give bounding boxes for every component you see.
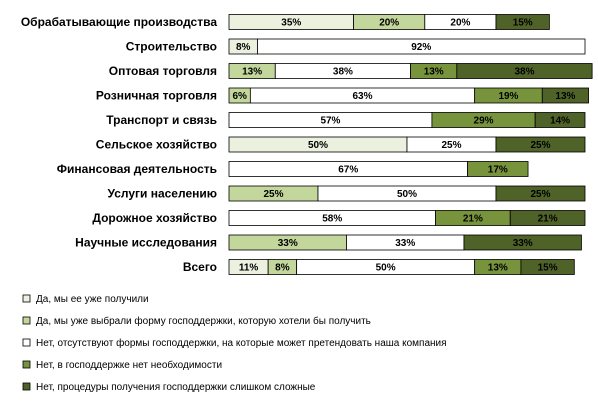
data-label: 8%	[275, 263, 290, 274]
bar-segment	[463, 234, 582, 251]
bars: 35% 20% 20% 15% 8% 92% 13% 38% 13% 38% 6% 63% 19% 13%…	[228, 14, 593, 275]
legend-label: Нет, процедуры получения господдержки сл…	[36, 382, 316, 393]
legend-label: Нет, в господдержке нет необходимости	[36, 359, 222, 371]
category-label: Научные исследования	[75, 236, 217, 250]
data-label: 25%	[530, 140, 550, 151]
bar-segment	[520, 259, 575, 275]
data-label: 50%	[376, 263, 396, 274]
bar-segment	[495, 136, 586, 153]
data-label: 57%	[320, 116, 340, 127]
legend-swatch	[22, 294, 31, 303]
category-label: Транспорт и связь	[106, 113, 217, 127]
category-label: Услуги населению	[107, 187, 217, 201]
bar-segment	[534, 112, 586, 128]
legend-swatch	[22, 382, 31, 391]
legend: Да, мы ее уже получили Да, мы уже выбрали…	[22, 294, 447, 393]
data-label: 19%	[498, 91, 518, 102]
data-label: 13%	[242, 67, 262, 78]
bar-segment	[495, 185, 586, 202]
data-label: 38%	[333, 67, 353, 78]
bar-segment	[495, 14, 550, 30]
data-label: 11%	[239, 263, 259, 274]
category-label: Розничная торговля	[96, 89, 217, 103]
data-label: 25%	[530, 189, 550, 200]
data-label: 38%	[514, 67, 534, 78]
data-label: 13%	[488, 263, 508, 274]
data-label: 33%	[395, 238, 415, 249]
data-label: 29%	[474, 116, 494, 127]
data-label: 13%	[424, 67, 444, 78]
data-label: 8%	[236, 42, 251, 53]
bar-segment	[509, 210, 586, 226]
data-label: 20%	[450, 18, 470, 29]
legend-label: Нет, отсутствуют формы господдержки, на …	[36, 337, 447, 349]
bar-segment	[456, 63, 593, 79]
legend-swatch	[22, 360, 31, 369]
data-label: 33%	[513, 238, 533, 249]
data-label: 15%	[513, 18, 533, 29]
data-label: 21%	[463, 214, 483, 225]
data-label: 63%	[352, 91, 372, 102]
data-label: 92%	[411, 42, 431, 53]
data-label: 13%	[555, 91, 575, 102]
bar-segment	[467, 161, 529, 177]
data-label: 25%	[263, 189, 283, 200]
category-label: Дорожное хозяйство	[92, 211, 217, 225]
category-labels: Обрабатывающие производства Строительство…	[21, 15, 217, 274]
data-label: 33%	[278, 238, 298, 249]
category-label: Оптовая торговля	[109, 64, 217, 78]
data-label: 14%	[550, 116, 570, 127]
category-label: Финансовая деятельность	[57, 162, 217, 176]
bar-segment	[257, 38, 586, 55]
data-label: 25%	[441, 140, 461, 151]
data-label: 35%	[281, 18, 301, 29]
bar-segment	[541, 87, 589, 104]
data-label: 58%	[322, 214, 342, 225]
legend-label: Да, мы ее уже получили	[36, 294, 149, 305]
legend-swatch	[22, 338, 31, 347]
category-label: Строительство	[126, 40, 217, 54]
data-label: 50%	[397, 189, 417, 200]
legend-swatch	[22, 316, 31, 325]
data-label: 17%	[488, 165, 508, 176]
data-label: 15%	[538, 263, 558, 274]
category-label: Обрабатывающие производства	[21, 15, 217, 29]
data-label: 20%	[379, 18, 399, 29]
data-label: 6%	[232, 91, 247, 102]
data-label: 21%	[538, 214, 558, 225]
category-label: Всего	[183, 260, 217, 274]
data-label: 50%	[308, 140, 328, 151]
data-label: 67%	[338, 165, 358, 176]
category-label: Сельское хозяйство	[96, 138, 217, 152]
legend-label: Да, мы уже выбрали форму господдержки, к…	[36, 315, 371, 327]
